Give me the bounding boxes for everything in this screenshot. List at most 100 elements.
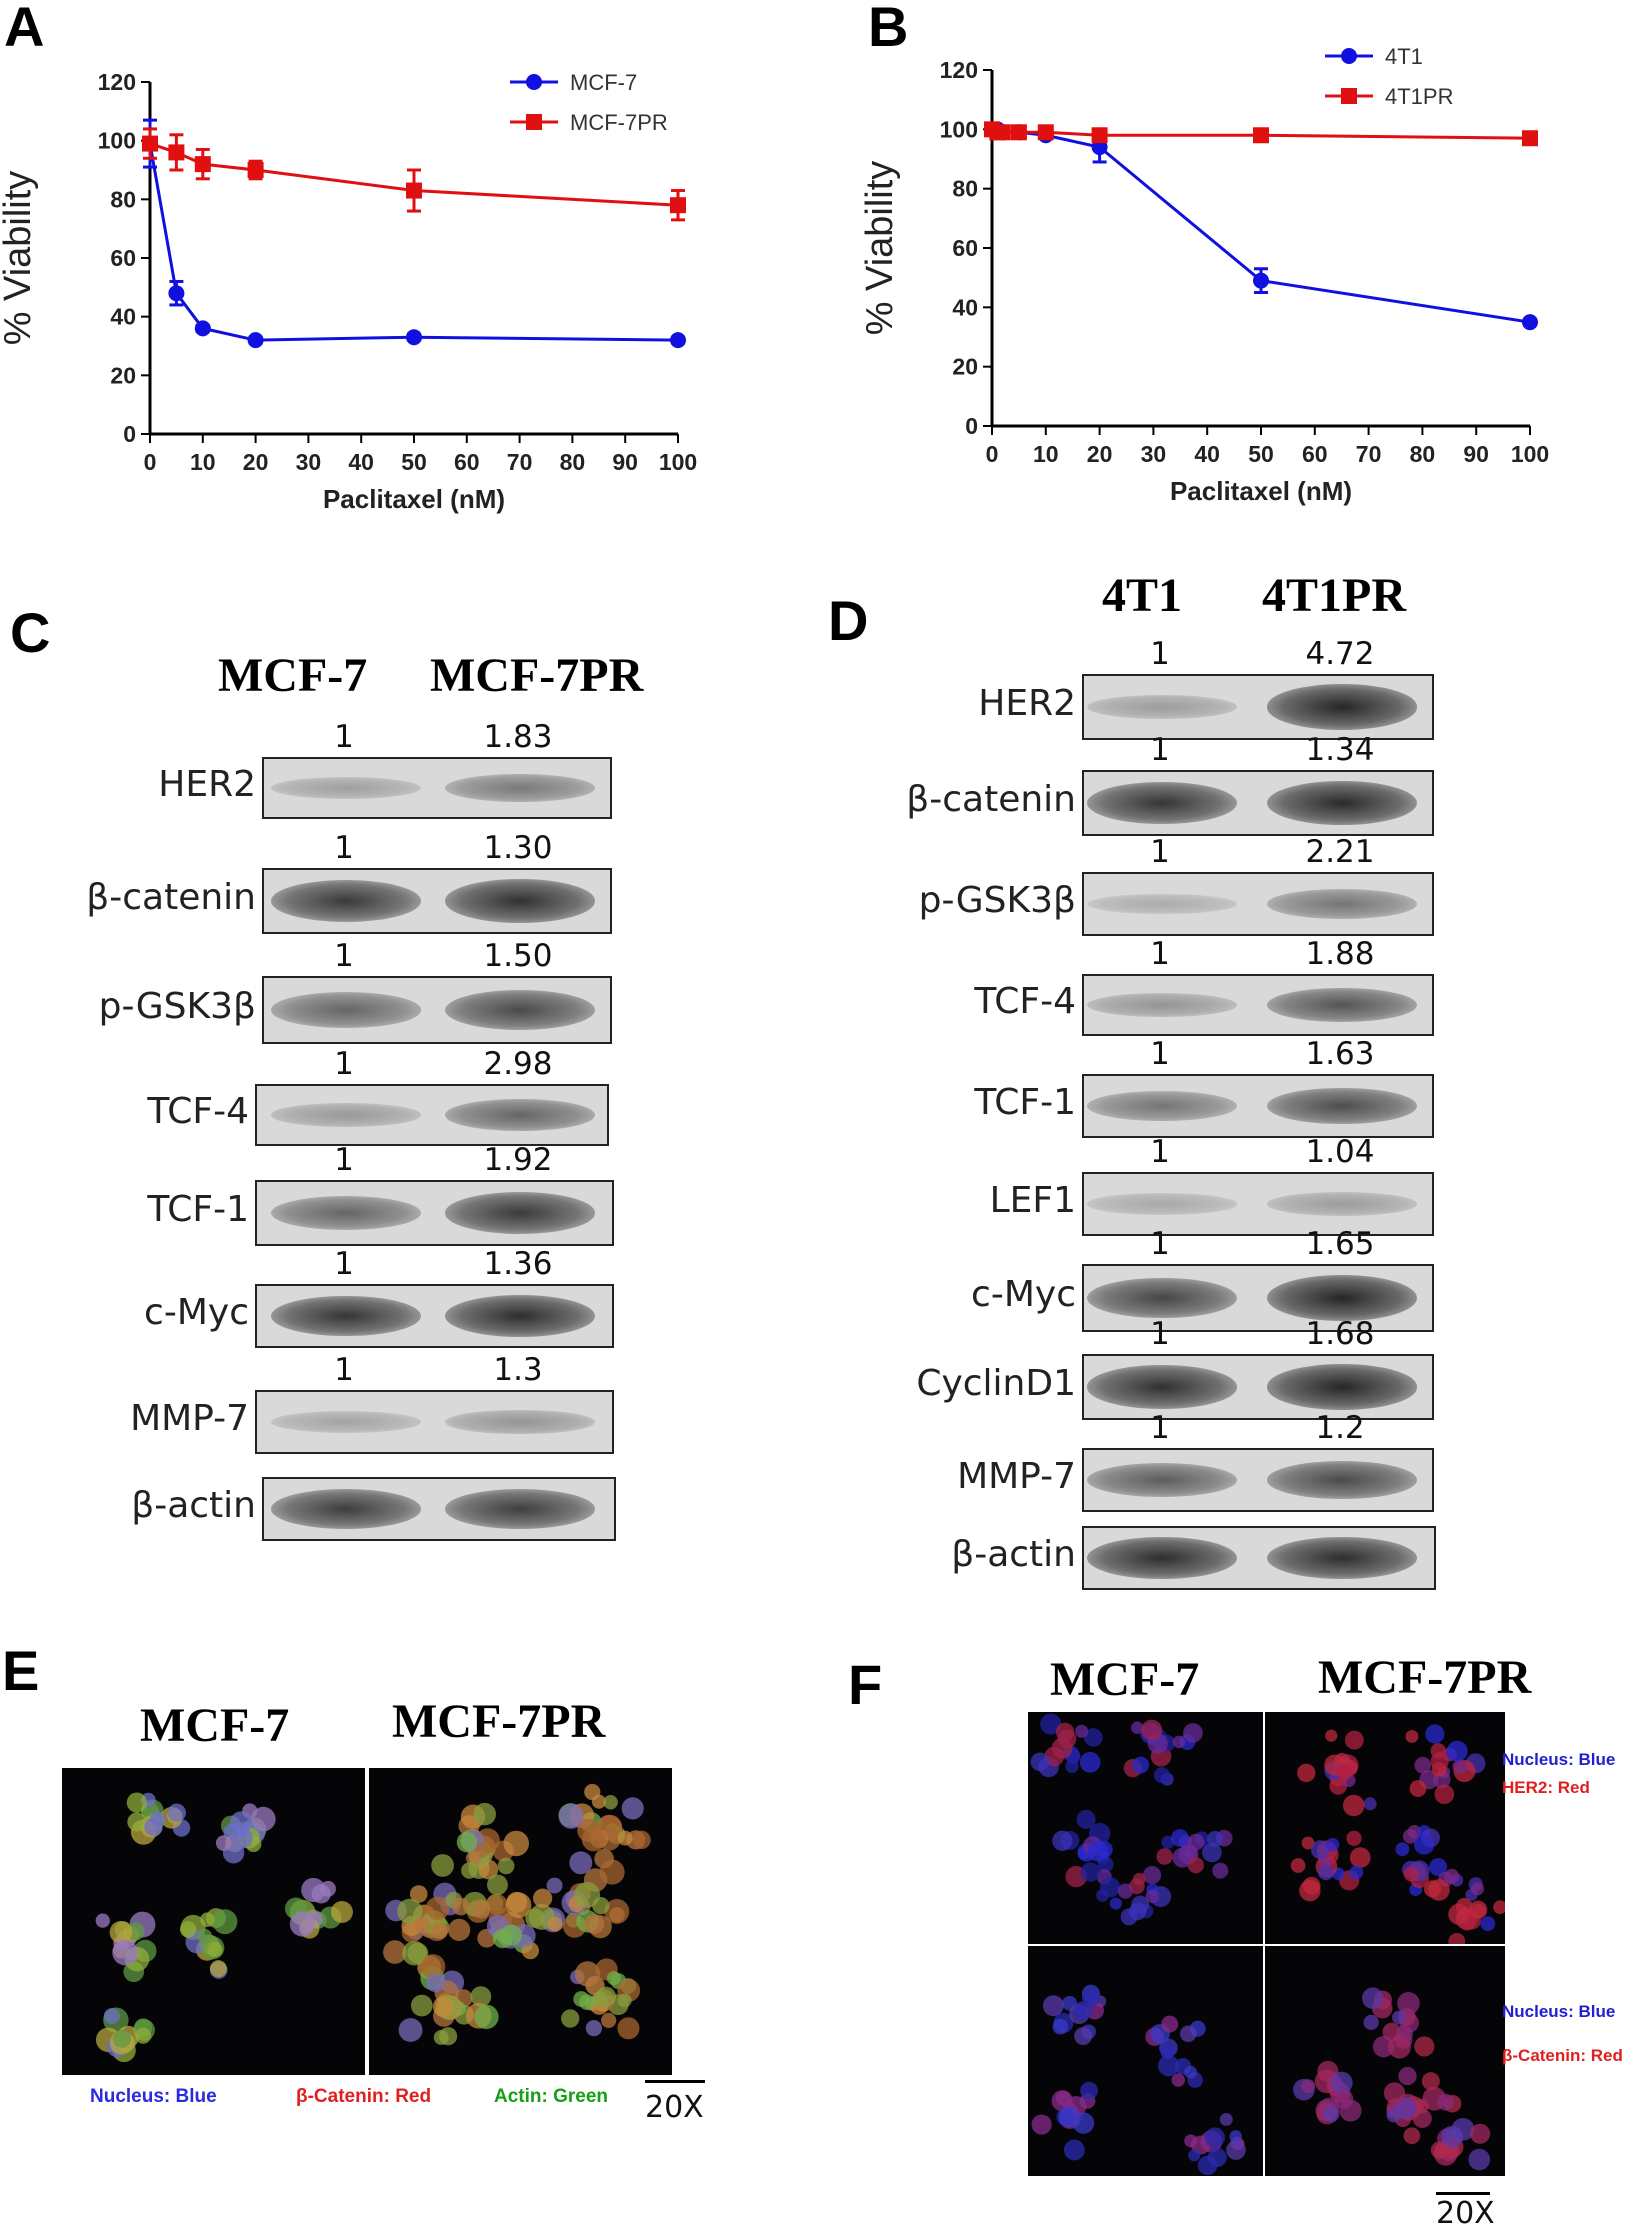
- band-parental: [1087, 993, 1237, 1017]
- legend-label: MCF-7PR: [570, 110, 668, 135]
- cell: [1301, 2079, 1316, 2094]
- cell: [500, 1924, 522, 1946]
- cell: [473, 1802, 496, 1826]
- panel-f-col-mcf7: MCF-7: [1050, 1653, 1200, 1706]
- quant-value-parental: 1: [1150, 936, 1170, 972]
- band-parental: [1087, 1536, 1237, 1580]
- panel-label-e: E: [2, 1639, 40, 1702]
- panel-e-col-mcf7: MCF-7: [140, 1699, 290, 1752]
- cell: [1052, 2018, 1069, 2035]
- cell: [503, 1830, 530, 1857]
- x-tick-label: 10: [190, 449, 216, 475]
- band-parental: [1087, 694, 1237, 720]
- blot-c-col-mcf7: MCF-7: [218, 649, 368, 702]
- cell: [1031, 2114, 1052, 2135]
- cell: [230, 1811, 253, 1834]
- cell: [1334, 2089, 1354, 2109]
- blot-row-label: c-Myc: [971, 1274, 1076, 1315]
- x-tick-label: 80: [560, 449, 586, 475]
- cell: [179, 1921, 197, 1938]
- cell: [1109, 1897, 1122, 1910]
- cell: [547, 1917, 563, 1932]
- legend-marker: [526, 114, 542, 130]
- cell: [1362, 1987, 1384, 2009]
- quant-value-parental: 1: [1150, 1134, 1170, 1170]
- band-resistant: [445, 879, 595, 923]
- quant-value-parental: 1: [1150, 834, 1170, 870]
- cell: [1084, 1728, 1103, 1747]
- y-tick-label: 60: [952, 235, 978, 261]
- blot-strip: [1082, 674, 1434, 740]
- blot-d-col-4t1pr: 4T1PR: [1262, 569, 1406, 622]
- cell: [1403, 2127, 1421, 2145]
- x-tick-label: 0: [144, 449, 157, 475]
- cell: [330, 1901, 353, 1923]
- quant-value-resistant: 1.04: [1305, 1134, 1375, 1170]
- quant-value-parental: 1: [1150, 732, 1170, 768]
- band-resistant: [1267, 1536, 1417, 1580]
- cell: [561, 2009, 580, 2028]
- cell: [1480, 1916, 1496, 1932]
- band-resistant: [445, 1489, 595, 1529]
- cell: [585, 2020, 603, 2037]
- cell: [505, 1892, 532, 1919]
- y-tick-label: 80: [110, 186, 136, 212]
- cell: [621, 1797, 644, 1820]
- cell: [439, 2027, 458, 2046]
- cell: [1363, 2014, 1379, 2030]
- panel-e-scale-label: 20X: [645, 2090, 704, 2125]
- band-resistant: [1267, 888, 1417, 920]
- panel-label-c: C: [10, 601, 51, 664]
- band-resistant: [445, 1409, 595, 1435]
- panel-label-b: B: [868, 0, 909, 58]
- quant-value-resistant: 1.3: [493, 1352, 543, 1388]
- data-point: [194, 320, 211, 337]
- cell: [1183, 1723, 1203, 1743]
- cell: [398, 2018, 423, 2042]
- band-parental: [1087, 1193, 1237, 1215]
- cell: [525, 1908, 545, 1928]
- cell: [1344, 1730, 1364, 1750]
- data-point: [1522, 314, 1538, 331]
- quant-value-parental: 1: [1150, 1036, 1170, 1072]
- blot-row-label: β-actin: [951, 1534, 1076, 1575]
- blot-strip: [262, 1477, 616, 1541]
- cell: [558, 1803, 584, 1829]
- cell: [1349, 1865, 1364, 1880]
- cell: [1425, 1724, 1445, 1744]
- legend-label: 4T1: [1385, 44, 1423, 69]
- blot-c-col-mcf7pr: MCF-7PR: [430, 649, 644, 702]
- cell: [1117, 1883, 1134, 1899]
- cell: [1322, 2105, 1340, 2123]
- blot-strip: [1082, 1448, 1434, 1512]
- cell: [1187, 1833, 1205, 1851]
- x-tick-label: 70: [507, 449, 533, 475]
- data-point: [1522, 130, 1538, 147]
- cell: [1128, 1902, 1147, 1921]
- cell: [1180, 2025, 1197, 2043]
- x-tick-label: 10: [1033, 441, 1059, 467]
- cell: [95, 1913, 110, 1928]
- cell: [617, 1993, 632, 2008]
- band-resistant: [445, 1192, 595, 1234]
- blot-strip: [1082, 974, 1434, 1036]
- panel-f-scale-bar: [1436, 2192, 1490, 2195]
- data-point: [670, 332, 686, 349]
- x-tick-label: 50: [401, 449, 427, 475]
- band-resistant: [1267, 684, 1417, 730]
- panel-e-col-mcf7pr: MCF-7PR: [392, 1695, 606, 1748]
- cell: [1161, 2015, 1179, 2033]
- cell: [1074, 2027, 1093, 2046]
- cell: [1172, 1735, 1186, 1749]
- legend-marker: [526, 74, 542, 90]
- blot-row-label: TCF-1: [974, 1082, 1076, 1123]
- cell: [456, 1831, 478, 1853]
- legend-label: MCF-7: [570, 70, 637, 95]
- blot-row-label: p-GSK3β: [918, 880, 1076, 921]
- cell: [1161, 1835, 1175, 1849]
- x-tick-label: 20: [243, 449, 269, 475]
- blot-row-label: HER2: [158, 764, 256, 805]
- cell: [410, 1994, 433, 2017]
- y-tick-label: 20: [952, 354, 978, 380]
- cell: [1470, 2123, 1491, 2144]
